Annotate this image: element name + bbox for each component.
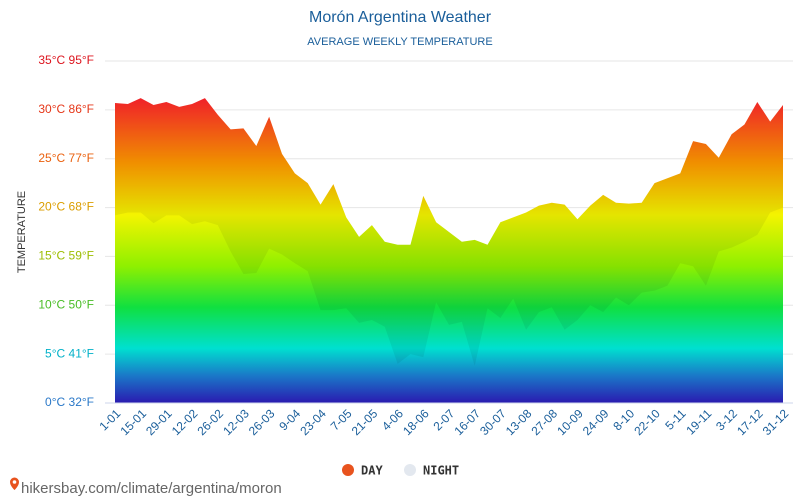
legend-marker [342,464,354,476]
x-tick-label: 19-11 [683,406,714,437]
x-tick-label: 29-01 [143,406,175,438]
source: hikersbay.com/climate/argentina/moron [10,477,282,497]
x-tick-label: 24-09 [580,406,612,438]
x-tick-label: 12-02 [169,406,201,438]
y-tick-label: 30°C 86°F [38,102,94,116]
x-tick-label: 16-07 [451,406,483,438]
y-tick-label: 5°C 41°F [45,346,94,360]
y-tick-label: 0°C 32°F [45,395,94,409]
x-tick-label: 30-07 [477,406,509,438]
x-tick-label: 12-03 [220,406,252,438]
legend-label: DAY [361,464,383,478]
night-area [115,207,783,403]
x-tick-label: 10-09 [554,406,586,438]
x-tick-label: 23-04 [297,406,329,438]
x-tick-label: 15-01 [117,406,149,438]
source-text: hikersbay.com/climate/argentina/moron [21,480,282,497]
chart-subtitle: AVERAGE WEEKLY TEMPERATURE [307,36,492,48]
x-tick-label: 22-10 [631,406,663,438]
legend-marker [404,464,416,476]
y-tick-label: 25°C 77°F [38,151,94,165]
x-tick-label: 21-05 [349,406,381,438]
x-tick-label: 18-06 [400,406,432,438]
y-tick-label: 10°C 50°F [38,297,94,311]
y-tick-label: 15°C 59°F [38,249,94,263]
y-axis-label: TEMPERATURE [16,191,28,273]
y-tick-label: 35°C 95°F [38,53,94,67]
y-tick-label: 20°C 68°F [38,200,94,214]
legend-label: NIGHT [423,464,459,478]
legend: DAY NIGHT [342,464,459,478]
x-tick-label: 27-08 [529,406,561,438]
pin-dot [12,480,17,484]
x-tick-label: 31-12 [760,406,792,438]
x-tick-label: 17-12 [734,406,766,438]
chart-title: Morón Argentina Weather [309,9,492,26]
x-tick-label: 26-02 [195,406,227,438]
x-tick-label: 13-08 [503,406,535,438]
x-tick-label: 26-03 [246,406,278,438]
